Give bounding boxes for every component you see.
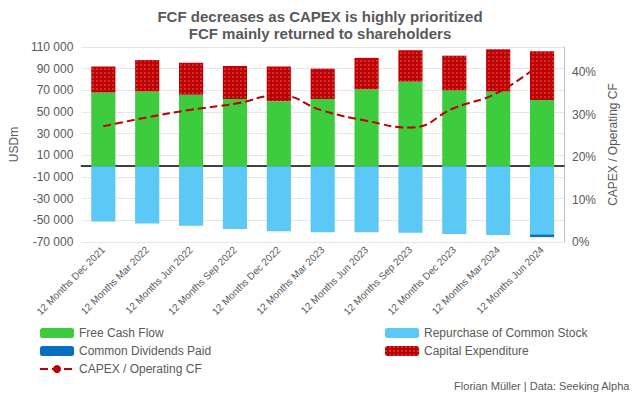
svg-text:12 Months Sep 2022: 12 Months Sep 2022 <box>165 244 239 318</box>
svg-text:CAPEX / Operating CF: CAPEX / Operating CF <box>79 362 202 376</box>
svg-text:-30 000: -30 000 <box>33 192 74 206</box>
svg-text:FCF mainly returned to shareho: FCF mainly returned to shareholders <box>189 25 452 42</box>
svg-text:12 Months Jun 2022: 12 Months Jun 2022 <box>123 244 195 316</box>
svg-text:12 Months Mar 2024: 12 Months Mar 2024 <box>429 244 503 317</box>
svg-text:-70 000: -70 000 <box>33 235 74 249</box>
svg-text:12 Months Mar 2023: 12 Months Mar 2023 <box>254 244 327 317</box>
svg-text:12 Months Dec 2022: 12 Months Dec 2022 <box>209 244 283 317</box>
svg-text:Repurchase of Common Stock: Repurchase of Common Stock <box>424 326 588 340</box>
svg-text:Free Cash Flow: Free Cash Flow <box>79 326 164 340</box>
svg-text:Florian Müller | Data: Seeking: Florian Müller | Data: Seeking Alpha <box>454 380 630 392</box>
svg-text:50 000: 50 000 <box>37 105 74 119</box>
svg-text:12 Months Mar 2022: 12 Months Mar 2022 <box>78 244 152 317</box>
svg-text:30 000: 30 000 <box>37 127 74 141</box>
svg-text:Common Dividends Paid: Common Dividends Paid <box>79 344 211 358</box>
svg-text:-50 000: -50 000 <box>33 213 74 227</box>
svg-text:10 000: 10 000 <box>37 148 74 162</box>
svg-text:40%: 40% <box>572 65 596 79</box>
svg-text:10%: 10% <box>572 193 596 207</box>
svg-text:0%: 0% <box>572 235 590 249</box>
svg-text:90 000: 90 000 <box>37 62 74 76</box>
svg-text:12 Months Dec 2021: 12 Months Dec 2021 <box>34 244 108 317</box>
svg-text:12 Months Dec 2023: 12 Months Dec 2023 <box>385 244 459 317</box>
svg-text:12 Months Jun 2024: 12 Months Jun 2024 <box>474 244 546 316</box>
svg-text:70 000: 70 000 <box>37 83 74 97</box>
svg-text:12 Months Sep 2023: 12 Months Sep 2023 <box>341 244 415 318</box>
svg-text:12 Months Jun 2023: 12 Months Jun 2023 <box>298 244 371 316</box>
svg-text:110 000: 110 000 <box>31 40 74 54</box>
svg-text:USDm: USDm <box>7 127 21 162</box>
svg-text:20%: 20% <box>572 150 596 164</box>
svg-text:-10 000: -10 000 <box>33 170 74 184</box>
svg-text:FCF decreases as CAPEX is high: FCF decreases as CAPEX is highly priorit… <box>157 8 482 25</box>
svg-text:Capital Expenditure: Capital Expenditure <box>424 344 529 358</box>
svg-text:CAPEX / Operating CF: CAPEX / Operating CF <box>606 83 620 206</box>
svg-text:30%: 30% <box>572 108 596 122</box>
